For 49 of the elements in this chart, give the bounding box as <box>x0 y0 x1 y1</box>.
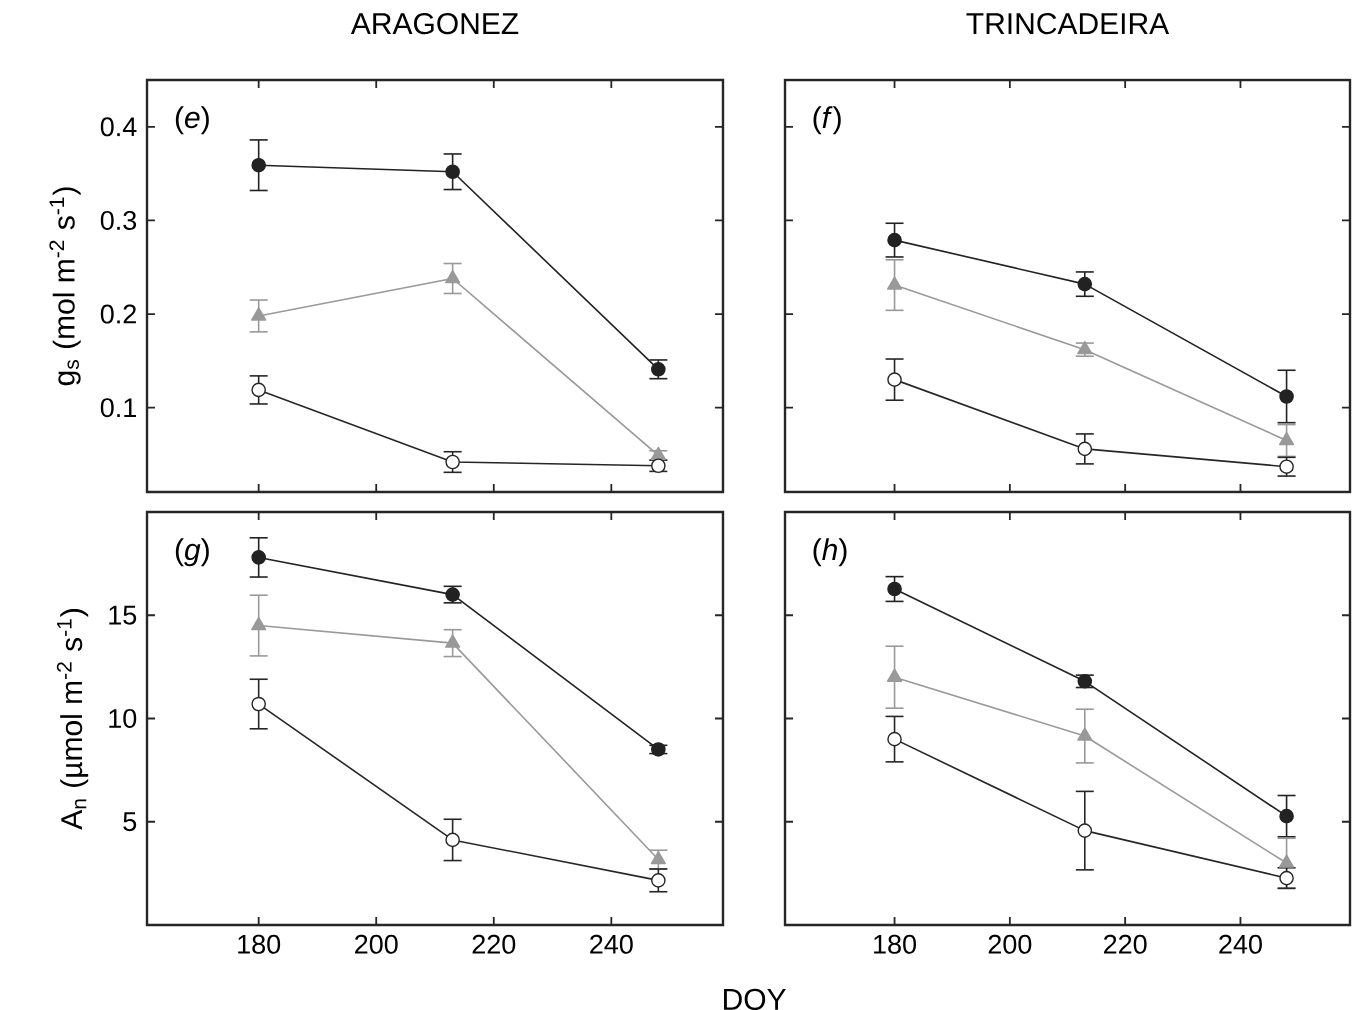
point <box>1077 441 1093 457</box>
annotation: (f) <box>813 106 841 135</box>
point <box>251 382 266 398</box>
y-tick-label: 0.2 <box>100 304 136 324</box>
point <box>251 157 266 173</box>
point <box>887 581 902 597</box>
annotation: (h) <box>813 538 847 567</box>
y-tick-label: 0.1 <box>100 398 136 418</box>
point <box>887 232 902 248</box>
point <box>251 550 266 565</box>
x-tick-label: 200 <box>355 934 398 954</box>
point <box>445 832 460 848</box>
y-tick-label: 5 <box>123 812 137 832</box>
point <box>251 616 267 631</box>
chart-title: TRINCADEIRA <box>966 13 1170 35</box>
point <box>1278 431 1295 446</box>
point <box>887 731 902 747</box>
x-tick-label: 240 <box>590 934 633 954</box>
x-tick-label: 220 <box>1103 934 1147 954</box>
point <box>1279 389 1294 404</box>
y-tick-label: 0.4 <box>100 117 137 137</box>
point <box>651 873 666 888</box>
point <box>1279 808 1294 824</box>
y-axis-title: g$_{s}$ (mol m$^{-2}$ s$^{-1}$) <box>49 187 81 386</box>
point <box>251 307 267 321</box>
point <box>1077 727 1093 741</box>
y-tick-label: 10 <box>109 708 137 729</box>
y-axis-title: A$_{n}$ (µmol m$^{-2}$ s$^{-1}$) <box>56 609 89 830</box>
point <box>251 696 266 712</box>
point <box>445 269 461 284</box>
chart-title: ARAGONEZ <box>350 13 519 35</box>
point <box>1278 854 1295 868</box>
annotation: (e) <box>175 106 209 135</box>
point <box>1077 823 1093 838</box>
point <box>445 164 460 180</box>
x-tick-label: 240 <box>1219 934 1262 954</box>
point <box>445 634 461 648</box>
point <box>886 276 903 290</box>
y-tick-label: 15 <box>109 605 137 625</box>
point <box>1077 276 1093 292</box>
point <box>886 668 903 682</box>
x-tick-label: 180 <box>874 934 917 954</box>
x-tick-label: 220 <box>472 934 516 954</box>
annotation: (g) <box>175 538 209 567</box>
y-tick-label: 0.3 <box>100 210 137 230</box>
x-tick-label: 200 <box>988 934 1032 954</box>
x-axis-title: DOY <box>724 988 786 1010</box>
x-tick-label: 180 <box>238 934 281 954</box>
point <box>887 372 902 387</box>
